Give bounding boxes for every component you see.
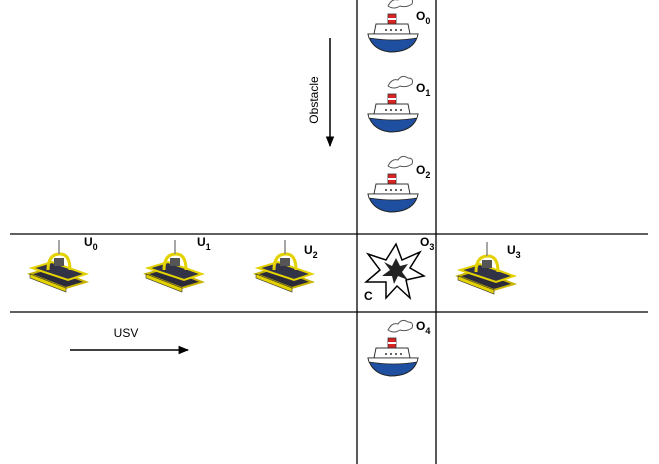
obstacle-label-index: 3: [429, 242, 434, 252]
ship-icon: [368, 76, 418, 132]
obstacle-label-index: 4: [425, 326, 430, 336]
obstacle-label: O3: [420, 235, 434, 252]
lanes: [10, 0, 648, 464]
usv-icon: [30, 240, 86, 292]
page: {"arrows": {"obstacle": "Obstacle", "usv…: [0, 0, 659, 464]
obstacle-label-letter: O: [416, 319, 425, 333]
usv-label: U1: [197, 235, 211, 252]
usv-label-letter: U: [304, 243, 313, 257]
ship-icon: [368, 156, 418, 212]
obstacle-label-index: 0: [425, 16, 430, 26]
obstacle-label-letter: O: [416, 163, 425, 177]
body: Obstacle USV C O0O1O2O3O4U0U1U2U3 (() =>…: [0, 0, 659, 464]
usv-label-letter: U: [197, 235, 206, 249]
usv-label-letter: U: [84, 235, 93, 249]
obstacle-arrow-label: Obstacle: [307, 76, 321, 124]
obstacle-label-index: 2: [425, 170, 430, 180]
usv-label-letter: U: [507, 243, 516, 257]
ship-icon: [368, 320, 418, 376]
obstacle-label: O1: [416, 81, 430, 98]
usv-label-index: 2: [313, 250, 318, 260]
usv-icon: [146, 240, 202, 292]
usv-label: U0: [84, 235, 98, 252]
obstacle-label: O2: [416, 163, 430, 180]
ship-icon: [368, 0, 418, 52]
usv-label-index: 0: [93, 242, 98, 252]
usv-label: U2: [304, 243, 318, 260]
obstacle-label-letter: O: [420, 235, 429, 249]
usv-arrow-label: USV: [114, 326, 139, 340]
usv-label-index: 3: [516, 250, 521, 260]
obstacle-label: O4: [416, 319, 430, 336]
usv-label: U3: [507, 243, 521, 260]
obstacle-label-letter: O: [416, 81, 425, 95]
obstacle-label-index: 1: [425, 88, 430, 98]
usv-label-index: 1: [206, 242, 211, 252]
obstacle-label-letter: O: [416, 9, 425, 23]
collision-label: C: [364, 289, 373, 303]
obstacle-label: O0: [416, 9, 430, 26]
usv-icon: [458, 242, 514, 294]
diagram: Obstacle USV C O0O1O2O3O4U0U1U2U3: [0, 0, 659, 464]
